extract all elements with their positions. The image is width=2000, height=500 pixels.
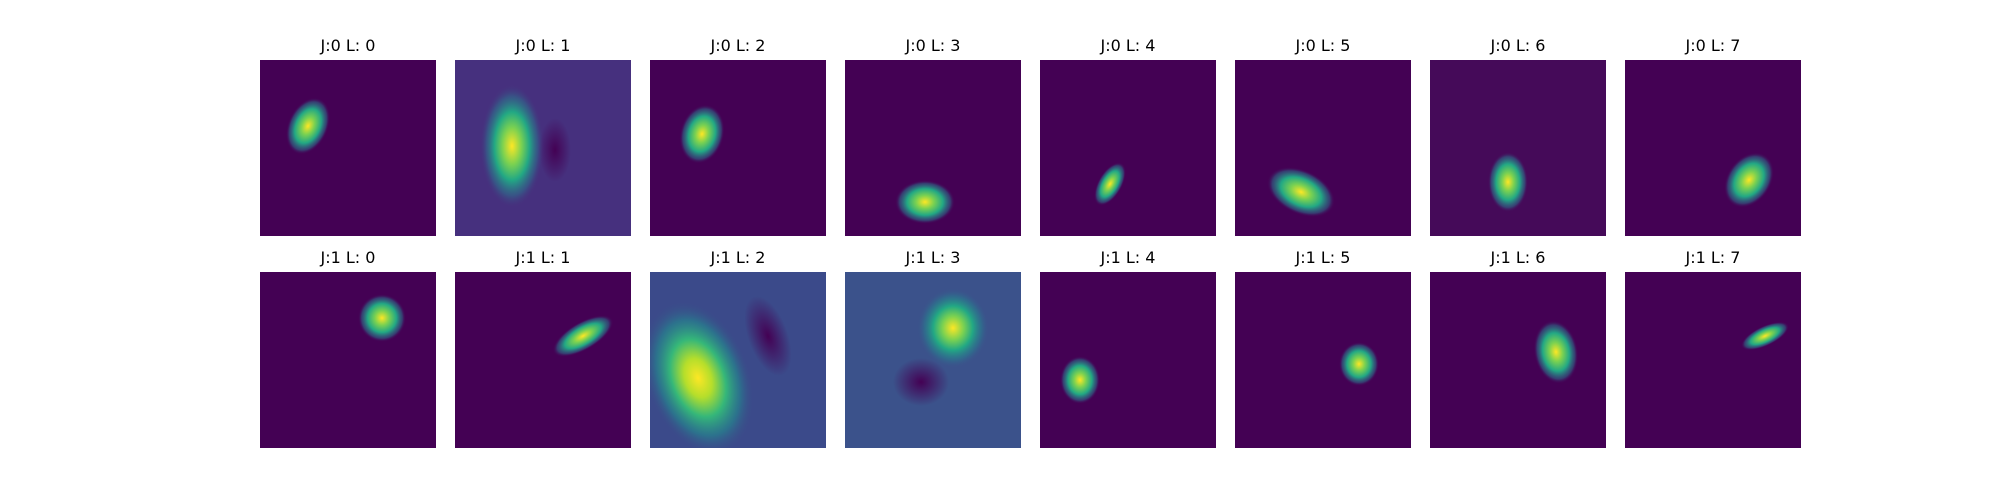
filter-panel — [1235, 272, 1411, 448]
panel-title: J:0 L: 7 — [1685, 36, 1741, 55]
filter-background — [260, 60, 436, 236]
filter-image — [1235, 60, 1411, 236]
filter-blob — [1060, 356, 1100, 404]
panel-title: J:1 L: 2 — [710, 248, 766, 267]
panel-title: J:0 L: 3 — [905, 36, 961, 55]
filter-blob — [679, 104, 725, 164]
filter-blob — [1267, 166, 1335, 218]
filter-panel — [260, 272, 436, 448]
filter-blob — [1488, 152, 1528, 212]
filter-background — [1040, 60, 1216, 236]
filter-blob — [1339, 342, 1379, 386]
filter-panel — [260, 60, 436, 236]
panel-title: J:1 L: 1 — [515, 248, 571, 267]
filter-image — [1625, 272, 1801, 448]
filter-panel — [845, 272, 1021, 448]
panel-title: J:1 L: 4 — [1100, 248, 1156, 267]
filter-background — [1430, 272, 1606, 448]
filter-trough — [744, 295, 792, 377]
filter-background — [455, 272, 631, 448]
panel-title: J:0 L: 1 — [515, 36, 571, 55]
panel-title: J:1 L: 0 — [320, 248, 376, 267]
filter-blob — [1741, 321, 1789, 351]
filter-background — [650, 60, 826, 236]
filter-image — [1430, 272, 1606, 448]
filter-image — [650, 60, 826, 236]
panel-title: J:1 L: 5 — [1295, 248, 1351, 267]
filter-panel — [455, 272, 631, 448]
panel-title: J:0 L: 5 — [1295, 36, 1351, 55]
panel-title: J:0 L: 0 — [320, 36, 376, 55]
filter-background — [260, 272, 436, 448]
filter-blob — [552, 315, 614, 357]
filter-image — [1430, 60, 1606, 236]
filter-image — [455, 60, 631, 236]
filter-image — [650, 272, 826, 448]
filter-image — [845, 60, 1021, 236]
filter-blob — [285, 97, 331, 155]
filter-image — [1625, 60, 1801, 236]
filter-trough — [539, 118, 571, 182]
panel-title: J:1 L: 6 — [1490, 248, 1546, 267]
filter-panel — [845, 60, 1021, 236]
filter-background — [1625, 272, 1801, 448]
panel-title: J:0 L: 4 — [1100, 36, 1156, 55]
filter-blob — [1094, 162, 1126, 206]
filter-panel — [650, 60, 826, 236]
filter-panel — [650, 272, 826, 448]
filter-image — [260, 272, 436, 448]
filter-blob — [650, 300, 755, 448]
filter-image — [455, 272, 631, 448]
filter-panel — [1235, 60, 1411, 236]
filter-image — [1040, 272, 1216, 448]
filter-panel — [1430, 272, 1606, 448]
filter-panel — [1040, 272, 1216, 448]
filter-background — [1040, 272, 1216, 448]
filter-background — [1625, 60, 1801, 236]
filter-blob — [1724, 152, 1774, 208]
filter-panel — [1625, 60, 1801, 236]
filter-image — [845, 272, 1021, 448]
filter-trough — [893, 358, 949, 406]
filter-image — [1235, 272, 1411, 448]
filter-blob — [358, 294, 406, 342]
filter-panel — [1040, 60, 1216, 236]
panel-title: J:1 L: 3 — [905, 248, 961, 267]
filter-image — [260, 60, 436, 236]
filter-blob — [895, 180, 955, 224]
filter-panel — [1430, 60, 1606, 236]
filter-background — [1430, 60, 1606, 236]
filter-panel — [1625, 272, 1801, 448]
filter-blob — [480, 84, 544, 208]
filter-blob — [1533, 320, 1579, 384]
panel-title: J:0 L: 6 — [1490, 36, 1546, 55]
filter-panel — [455, 60, 631, 236]
filter-background — [1235, 272, 1411, 448]
panel-title: J:1 L: 7 — [1685, 248, 1741, 267]
filter-blob — [917, 288, 989, 368]
panel-title: J:0 L: 2 — [710, 36, 766, 55]
filter-image — [1040, 60, 1216, 236]
